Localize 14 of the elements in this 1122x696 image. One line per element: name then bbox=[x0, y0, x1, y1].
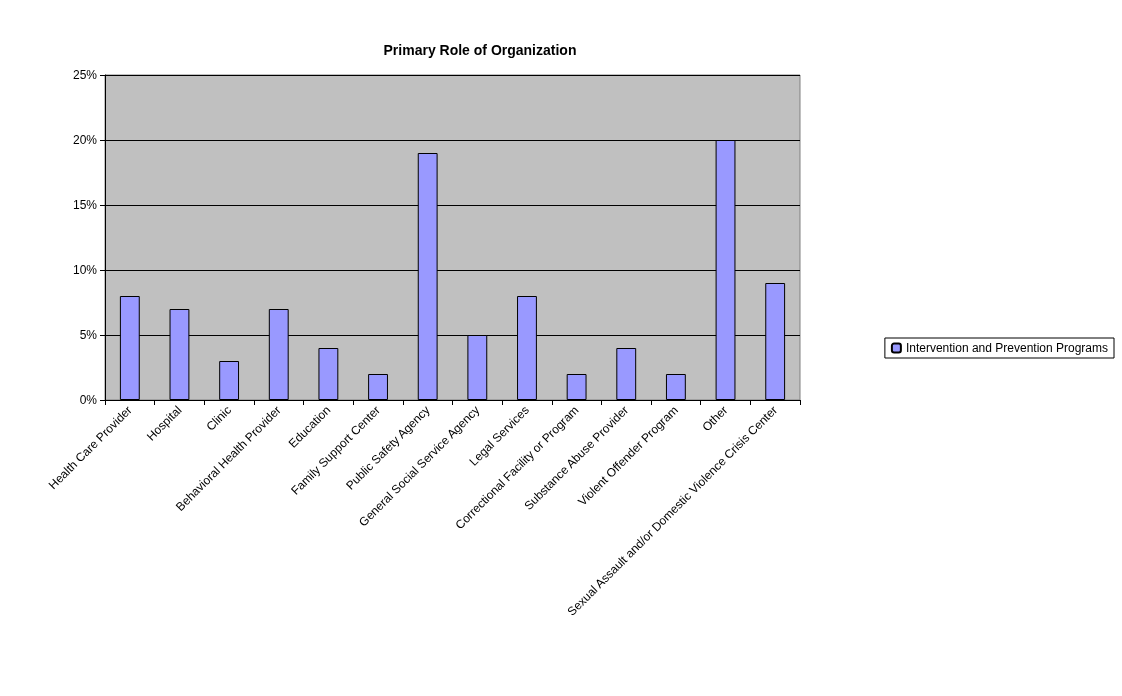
chart-title: Primary Role of Organization bbox=[383, 42, 577, 58]
y-tick-label: 25% bbox=[72, 68, 98, 82]
y-tick-label: 10% bbox=[72, 263, 98, 277]
y-tick-label: 5% bbox=[79, 328, 98, 342]
bar bbox=[566, 374, 587, 400]
bar bbox=[616, 348, 637, 400]
bar bbox=[368, 374, 388, 400]
y-tick-label: 15% bbox=[72, 198, 98, 212]
bar bbox=[665, 374, 686, 400]
bar bbox=[318, 348, 339, 400]
y-tick-label: 20% bbox=[72, 133, 98, 147]
y-tick-label: 0% bbox=[79, 393, 98, 407]
legend-label: Intervention and Prevention Programs bbox=[905, 341, 1109, 355]
bar bbox=[219, 361, 240, 400]
